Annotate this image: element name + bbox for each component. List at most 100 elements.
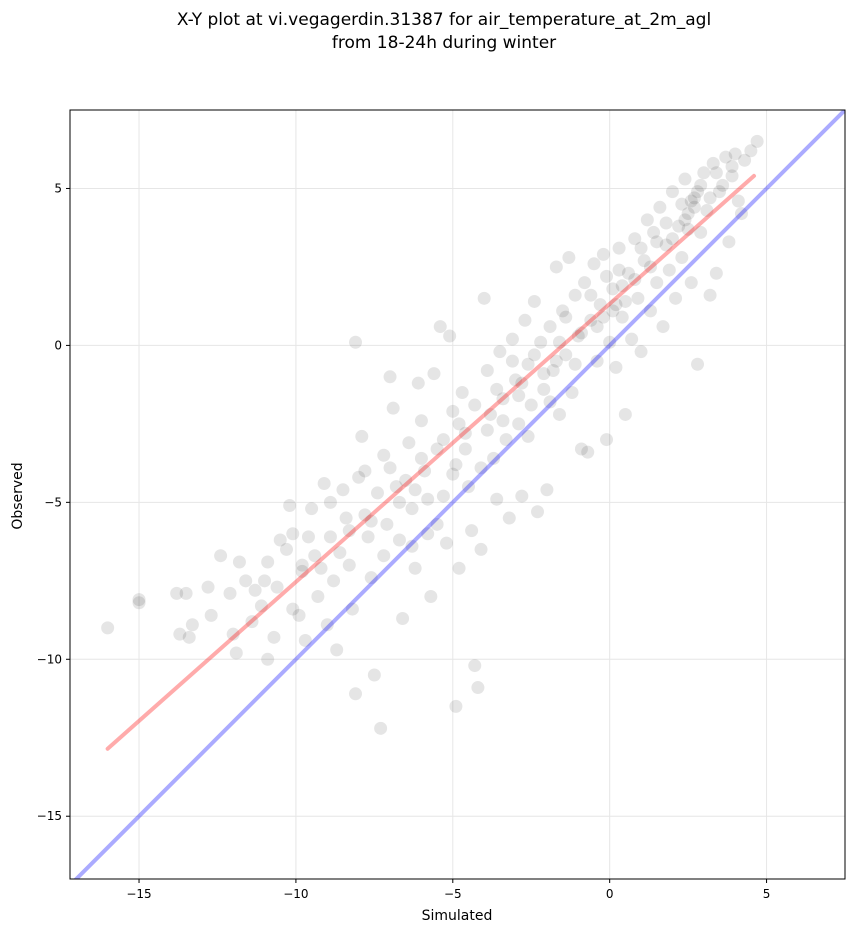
scatter-point [380,517,394,531]
scatter-point [574,326,588,340]
scatter-point [540,483,554,497]
scatter-point [452,417,466,431]
scatter-point [606,304,620,318]
scatter-point [477,291,491,305]
scatter-point [430,442,444,456]
scatter-point [665,232,679,246]
scatter-point [716,178,730,192]
scatter-point [571,329,585,343]
scatter-point [411,376,425,390]
scatter-point [518,313,532,327]
scatter-point [738,153,752,167]
scatter-point [725,159,739,173]
scatter-point [342,524,356,538]
scatter-point [386,401,400,415]
scatter-point [461,480,475,494]
scatter-point [622,266,636,280]
scatter-point [377,549,391,563]
scatter-point [549,260,563,274]
scatter-point [665,185,679,199]
scatter-point [170,586,184,600]
scatter-point [537,382,551,396]
scatter-point [465,524,479,538]
scatter-point [392,533,406,547]
scatter-point [185,618,199,632]
scatter-point [480,364,494,378]
scatter-point [480,423,494,437]
scatter-point [628,272,642,286]
scatter-point [449,699,463,713]
scatter-point [487,451,501,465]
chart-title: X-Y plot at vi.vegagerdin.31387 for air_… [177,10,711,30]
y-tick-label: 5 [54,181,62,195]
scatter-point [317,477,331,491]
scatter-point [292,608,306,622]
scatter-point [675,197,689,211]
scatter-point [201,580,215,594]
x-tick-label: −5 [444,887,462,901]
scatter-point [603,335,617,349]
scatter-point [678,213,692,227]
x-tick-label: −15 [126,887,151,901]
scatter-point [562,251,576,265]
plot-frame [69,109,846,880]
scatter-point [734,207,748,221]
axis-ticks: −15 −10 −5 0 5 −15 −10 −5 0 5 [37,181,771,901]
scatter-point [515,376,529,390]
scatter-point [311,590,325,604]
scatter-point [421,527,435,541]
scatter-point [427,367,441,381]
y-tick-label: 0 [54,338,62,352]
scatter-point [314,561,328,575]
scatter-point [408,483,422,497]
scatter-point [675,251,689,265]
scatter-point [527,348,541,362]
scatter-point [694,225,708,239]
scatter-point [323,495,337,509]
scatter-point [543,320,557,334]
scatter-point [101,621,115,635]
scatter-point [556,304,570,318]
scatter-point [436,433,450,447]
scatter-point [609,298,623,312]
scatter-point [446,404,460,418]
scatter-point [405,502,419,516]
scatter-point [254,599,268,613]
scatter-point [305,502,319,516]
scatter-point [681,222,695,236]
scatter-point [279,542,293,556]
scatter-point [408,561,422,575]
scatter-point [496,392,510,406]
scatter-point [744,144,758,158]
scatter-point [581,445,595,459]
scatter-point [358,464,372,478]
regression-line [105,173,757,751]
scatter-point [330,643,344,657]
scatter-point [640,213,654,227]
scatter-point [414,451,428,465]
scatter-point [505,332,519,346]
scatter-point [455,385,469,399]
scatter-point [214,549,228,563]
scatter-point [684,276,698,290]
scatter-point [703,191,717,205]
scatter-point [643,260,657,274]
y-tick-label: −10 [37,652,62,666]
scatter-point [308,549,322,563]
scatter-point [421,492,435,506]
scatter-point [659,216,673,230]
scatter-point [691,357,705,371]
scatter-point [383,461,397,475]
scatter-point [559,348,573,362]
scatter-point [559,310,573,324]
scatter-point [659,238,673,252]
scatter-point [634,241,648,255]
x-tick-label: −10 [283,887,308,901]
scatter-point [333,546,347,560]
x-axis-label: Simulated [422,908,493,924]
scatter-point [396,611,410,625]
scatter-point [286,602,300,616]
scatter-point [232,555,246,569]
scatter-point [471,681,485,695]
